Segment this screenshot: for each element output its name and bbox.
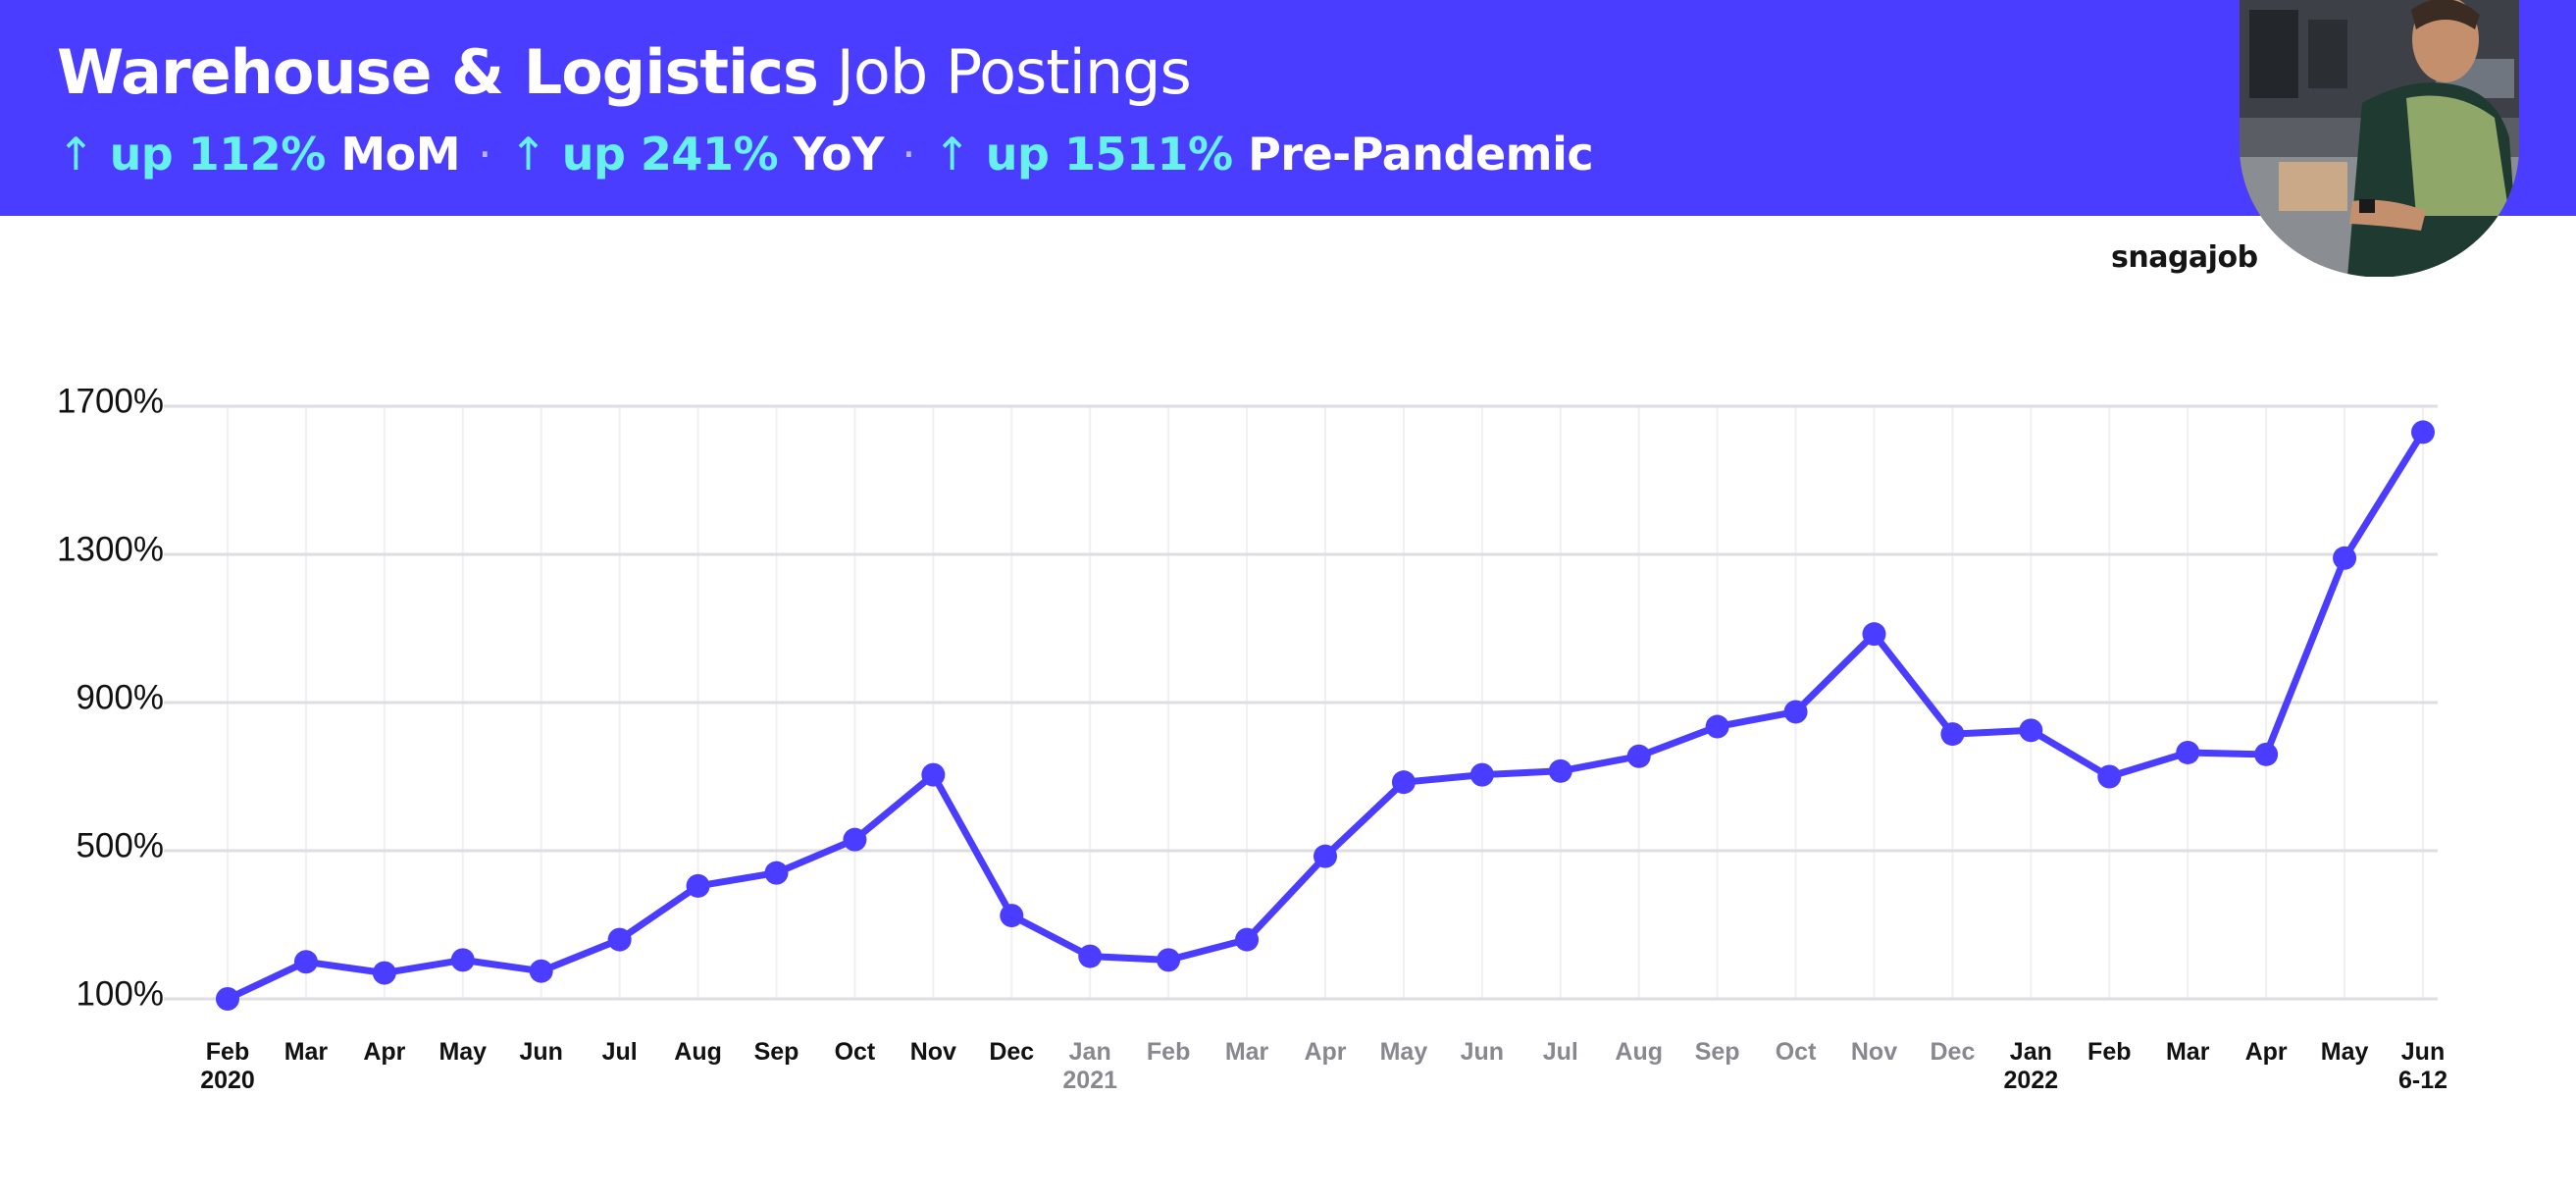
x-tick-label: Jan [2010,1038,2052,1066]
x-tick-label: Jun [519,1038,562,1066]
x-tick-label: Nov [910,1038,956,1066]
data-point [1314,844,1337,868]
data-point [764,861,789,885]
data-point [1783,700,1808,724]
x-tick-year-label: 2021 [1062,1067,1117,1094]
x-tick-label: Oct [1776,1038,1817,1066]
data-point [843,827,867,852]
x-tick-label: Mar [1225,1038,1269,1066]
stat-value: up 1511% [985,128,1233,181]
x-tick-label: Apr [1304,1038,1346,1066]
data-point [372,961,396,985]
stat-mom: ↑ up 112% MoM [57,128,461,181]
x-tick-label: Feb [2087,1038,2131,1066]
y-tick-label: 1300% [57,530,164,568]
page-title: Warehouse & Logistics Job Postings [57,31,1192,114]
x-tick-label: Dec [1930,1038,1975,1066]
data-point [1469,762,1494,787]
stat-value: up 112% [109,128,327,181]
separator-dot: · [478,128,492,181]
data-point [1235,927,1260,952]
data-point [1862,622,1886,647]
x-tick-label: Sep [1695,1038,1740,1066]
arrow-up-icon: ↑ [57,128,95,181]
data-point [1391,770,1416,795]
data-point [2333,546,2357,570]
stats-row: ↑ up 112% MoM · ↑ up 241% YoY · ↑ up 1511% P… [57,120,1594,188]
data-point [921,762,946,787]
y-tick-label: 1700% [57,382,164,420]
x-tick-label: Jun [1461,1038,1504,1066]
arrow-up-icon: ↑ [933,128,971,181]
x-tick-label: Apr [2245,1038,2288,1066]
stat-unit: Pre-Pandemic [1248,128,1594,181]
x-tick-label: Jun [2401,1038,2445,1066]
x-tick-label: Sep [754,1038,799,1066]
separator-dot: · [902,128,916,181]
data-point [2254,742,2279,766]
data-point [1705,714,1729,739]
x-tick-year-label: 6-12 [2398,1067,2447,1094]
x-tick-label: Apr [363,1038,405,1066]
x-tick-label: Mar [2166,1038,2210,1066]
data-point [450,948,475,972]
y-tick-label: 500% [76,826,164,864]
snagajob-logo: snagajob [2111,240,2258,275]
data-point [2176,740,2200,764]
header-banner: Warehouse & Logistics Job Postings ↑ up … [0,0,2576,216]
data-point [529,959,553,983]
stat-unit: MoM [340,128,461,181]
x-tick-label: Feb [206,1038,249,1066]
data-point [1078,944,1103,968]
x-tick-year-label: 2020 [200,1067,255,1094]
y-tick-label: 900% [76,678,164,716]
x-tick-label: Feb [1147,1038,1190,1066]
stat-yoy: ↑ up 241% YoY [509,128,884,181]
data-point [1626,744,1651,768]
x-tick-year-label: 2022 [2004,1067,2059,1094]
data-point [2097,764,2122,789]
chart-grid [164,404,2438,1001]
x-tick-label: May [438,1038,487,1066]
x-tick-label: May [1380,1038,1428,1066]
stat-unit: YoY [793,128,885,181]
data-point [607,927,632,952]
x-tick-label: May [2321,1038,2369,1066]
data-point [1157,948,1181,972]
data-point [686,873,710,898]
x-tick-label: Nov [1851,1038,1897,1066]
arrow-up-icon: ↑ [509,128,547,181]
y-axis: 100% 500% 900% 1300% 1700% [57,382,164,1013]
x-tick-label: Dec [989,1038,1034,1066]
x-tick-label: Jan [1069,1038,1111,1066]
stat-value: up 241% [561,128,779,181]
x-tick-label: Jul [1543,1038,1578,1066]
y-tick-label: 100% [76,974,164,1013]
data-point [2411,420,2435,444]
x-tick-label: Aug [1615,1038,1663,1066]
x-tick-label: Jul [602,1038,638,1066]
data-points [216,420,2435,1011]
stat-pre-pandemic: ↑ up 1511% Pre-Pandemic [933,128,1593,181]
data-point [2019,718,2043,743]
x-tick-label: Aug [674,1038,722,1066]
data-point [293,950,318,974]
x-tick-label: Oct [835,1038,876,1066]
data-point [216,987,239,1011]
title-bold: Warehouse & Logistics [57,36,819,108]
data-point [1548,758,1572,783]
data-point [1000,904,1024,928]
worker-photo [2240,0,2519,277]
data-point [1940,722,1965,747]
x-tick-label: Mar [284,1038,329,1066]
title-light: Job Postings [836,36,1192,108]
